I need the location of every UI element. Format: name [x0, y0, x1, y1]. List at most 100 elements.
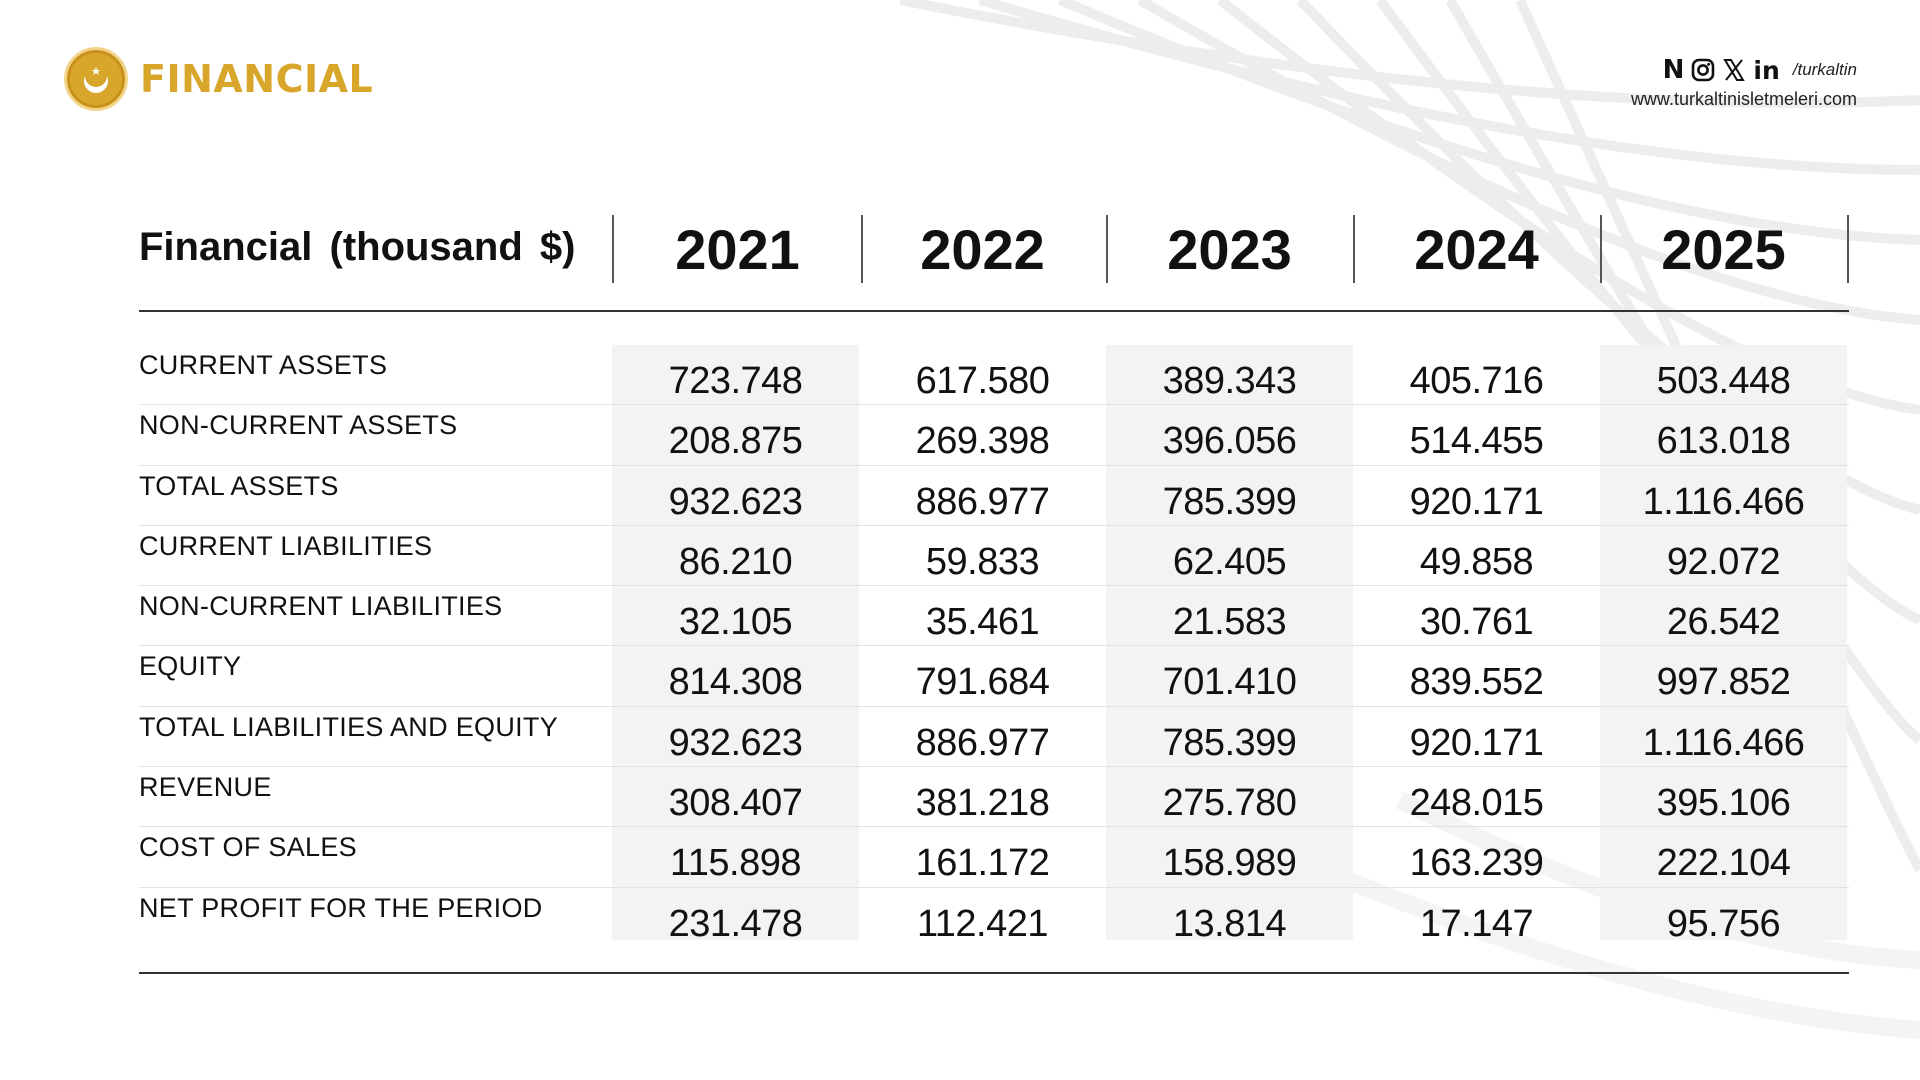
year-header: 2025 — [1600, 215, 1849, 283]
table-cell: 997.852 — [1656, 661, 1791, 704]
table-cell: 269.398 — [915, 420, 1050, 463]
table-cell: 21.583 — [1172, 601, 1287, 644]
table-cell: 701.410 — [1162, 661, 1297, 704]
table-cell: 1.116.466 — [1642, 721, 1805, 764]
table-cell: 26.542 — [1666, 601, 1781, 644]
table-cell: 381.218 — [915, 782, 1050, 825]
year-header: 2021 — [612, 215, 863, 283]
social-block: N in /turkaltin www.turkaltinisletmeleri… — [1631, 55, 1857, 110]
instagram-icon[interactable] — [1691, 57, 1715, 83]
table-row: CURRENT ASSETS 723.748 617.580 389.343 4… — [139, 345, 1849, 406]
table-cell: 814.308 — [668, 661, 803, 704]
table-cell: 396.056 — [1162, 420, 1297, 463]
n-icon[interactable]: N — [1662, 55, 1685, 85]
year-header: 2022 — [859, 215, 1108, 283]
table-cell: 112.421 — [916, 902, 1049, 945]
table-cell: 248.015 — [1409, 782, 1544, 825]
table-cell: 613.018 — [1656, 420, 1791, 463]
table-row: EQUITY 814.308 791.684 701.410 839.552 9… — [139, 646, 1849, 707]
table-cell: 839.552 — [1409, 661, 1544, 704]
row-label: NON-CURRENT ASSETS — [139, 410, 458, 441]
table-cell: 49.858 — [1419, 540, 1534, 583]
table-cell: 920.171 — [1409, 721, 1544, 764]
table-header-row: Financial (thousand $) 2021 2022 2023 20… — [139, 215, 1849, 312]
row-label: NON-CURRENT LIABILITIES — [139, 591, 503, 622]
year-header: 2024 — [1353, 215, 1602, 283]
social-handle[interactable]: /turkaltin — [1792, 60, 1857, 79]
table-cell: 791.684 — [915, 661, 1050, 704]
table-cell: 617.580 — [915, 360, 1050, 402]
table-row: CURRENT LIABILITIES 86.210 59.833 62.405… — [139, 526, 1849, 587]
row-label: EQUITY — [139, 651, 242, 682]
table-row: TOTAL ASSETS 932.623 886.977 785.399 920… — [139, 466, 1849, 526]
table-cell: 920.171 — [1409, 480, 1544, 523]
table-cell: 308.407 — [668, 782, 803, 825]
table-body: CURRENT ASSETS 723.748 617.580 389.343 4… — [139, 345, 1849, 948]
row-label: TOTAL LIABILITIES AND EQUITY — [139, 711, 559, 742]
table-cell: 161.172 — [915, 842, 1050, 885]
row-label: CURRENT LIABILITIES — [139, 530, 433, 561]
table-row: NON-CURRENT LIABILITIES 32.105 35.461 21… — [139, 586, 1849, 647]
table-row: COST OF SALES 115.898 161.172 158.989 16… — [139, 827, 1849, 888]
table-cell: 785.399 — [1162, 480, 1297, 523]
table-cell: 1.116.466 — [1642, 480, 1805, 523]
year-header: 2023 — [1106, 215, 1355, 283]
table-cell: 231.478 — [668, 902, 803, 945]
row-divider — [139, 886, 1849, 888]
page-title: FINANCIAL — [140, 57, 374, 101]
brand: FINANCIAL — [64, 47, 373, 111]
row-divider — [139, 766, 1849, 768]
table-cell: 886.977 — [915, 721, 1050, 764]
table-cell: 932.623 — [668, 721, 803, 764]
row-label: COST OF SALES — [139, 832, 357, 863]
linkedin-icon[interactable]: in — [1753, 55, 1780, 85]
table-cell: 514.455 — [1409, 420, 1544, 463]
table-row: TOTAL LIABILITIES AND EQUITY 932.623 886… — [139, 707, 1849, 768]
row-label: CURRENT ASSETS — [139, 350, 388, 380]
table-row: NET PROFIT FOR THE PERIOD 231.478 112.42… — [139, 888, 1849, 948]
row-divider — [139, 464, 1849, 466]
table-cell: 95.756 — [1666, 902, 1781, 945]
table-cell: 35.461 — [925, 601, 1040, 644]
table-cell: 886.977 — [915, 480, 1050, 523]
table-cell: 208.875 — [668, 420, 803, 463]
table-cell: 222.104 — [1656, 842, 1791, 885]
table-cell: 30.761 — [1419, 601, 1534, 644]
table-cell: 115.898 — [669, 842, 802, 885]
row-divider — [139, 645, 1849, 647]
row-divider — [139, 404, 1849, 406]
table-cell: 932.623 — [668, 480, 803, 523]
column-shade — [612, 345, 859, 940]
crescent-logo-icon — [64, 47, 128, 111]
row-divider — [139, 705, 1849, 707]
row-label: TOTAL ASSETS — [139, 470, 339, 501]
column-shade — [1106, 345, 1353, 940]
table-cell: 723.748 — [668, 360, 803, 402]
table-cell: 275.780 — [1162, 782, 1297, 825]
table-cell: 395.106 — [1656, 782, 1791, 825]
table-cell: 13.814 — [1172, 902, 1287, 945]
table-cell: 503.448 — [1656, 360, 1791, 402]
table-row: NON-CURRENT ASSETS 208.875 269.398 396.0… — [139, 405, 1849, 466]
row-label: NET PROFIT FOR THE PERIOD — [139, 892, 543, 923]
table-bottom-divider — [139, 972, 1849, 974]
row-divider — [139, 585, 1849, 587]
table-cell: 785.399 — [1162, 721, 1297, 764]
table-cell: 405.716 — [1409, 360, 1544, 402]
table-cell: 163.239 — [1409, 842, 1544, 885]
x-icon[interactable] — [1722, 57, 1746, 83]
header-divider — [139, 310, 1849, 312]
table-cell: 62.405 — [1172, 540, 1287, 583]
website-link[interactable]: www.turkaltinisletmeleri.com — [1630, 89, 1857, 109]
table-cell: 32.105 — [678, 601, 793, 644]
table-heading: Financial (thousand $) — [139, 225, 576, 269]
table-cell: 17.147 — [1419, 902, 1534, 945]
row-divider — [139, 826, 1849, 828]
row-divider — [139, 524, 1849, 526]
table-cell: 92.072 — [1666, 540, 1781, 583]
table-cell: 86.210 — [678, 540, 793, 583]
table-cell: 158.989 — [1162, 842, 1297, 885]
table-cell: 389.343 — [1162, 360, 1297, 402]
column-shade — [1600, 345, 1847, 940]
row-label: REVENUE — [139, 772, 272, 803]
